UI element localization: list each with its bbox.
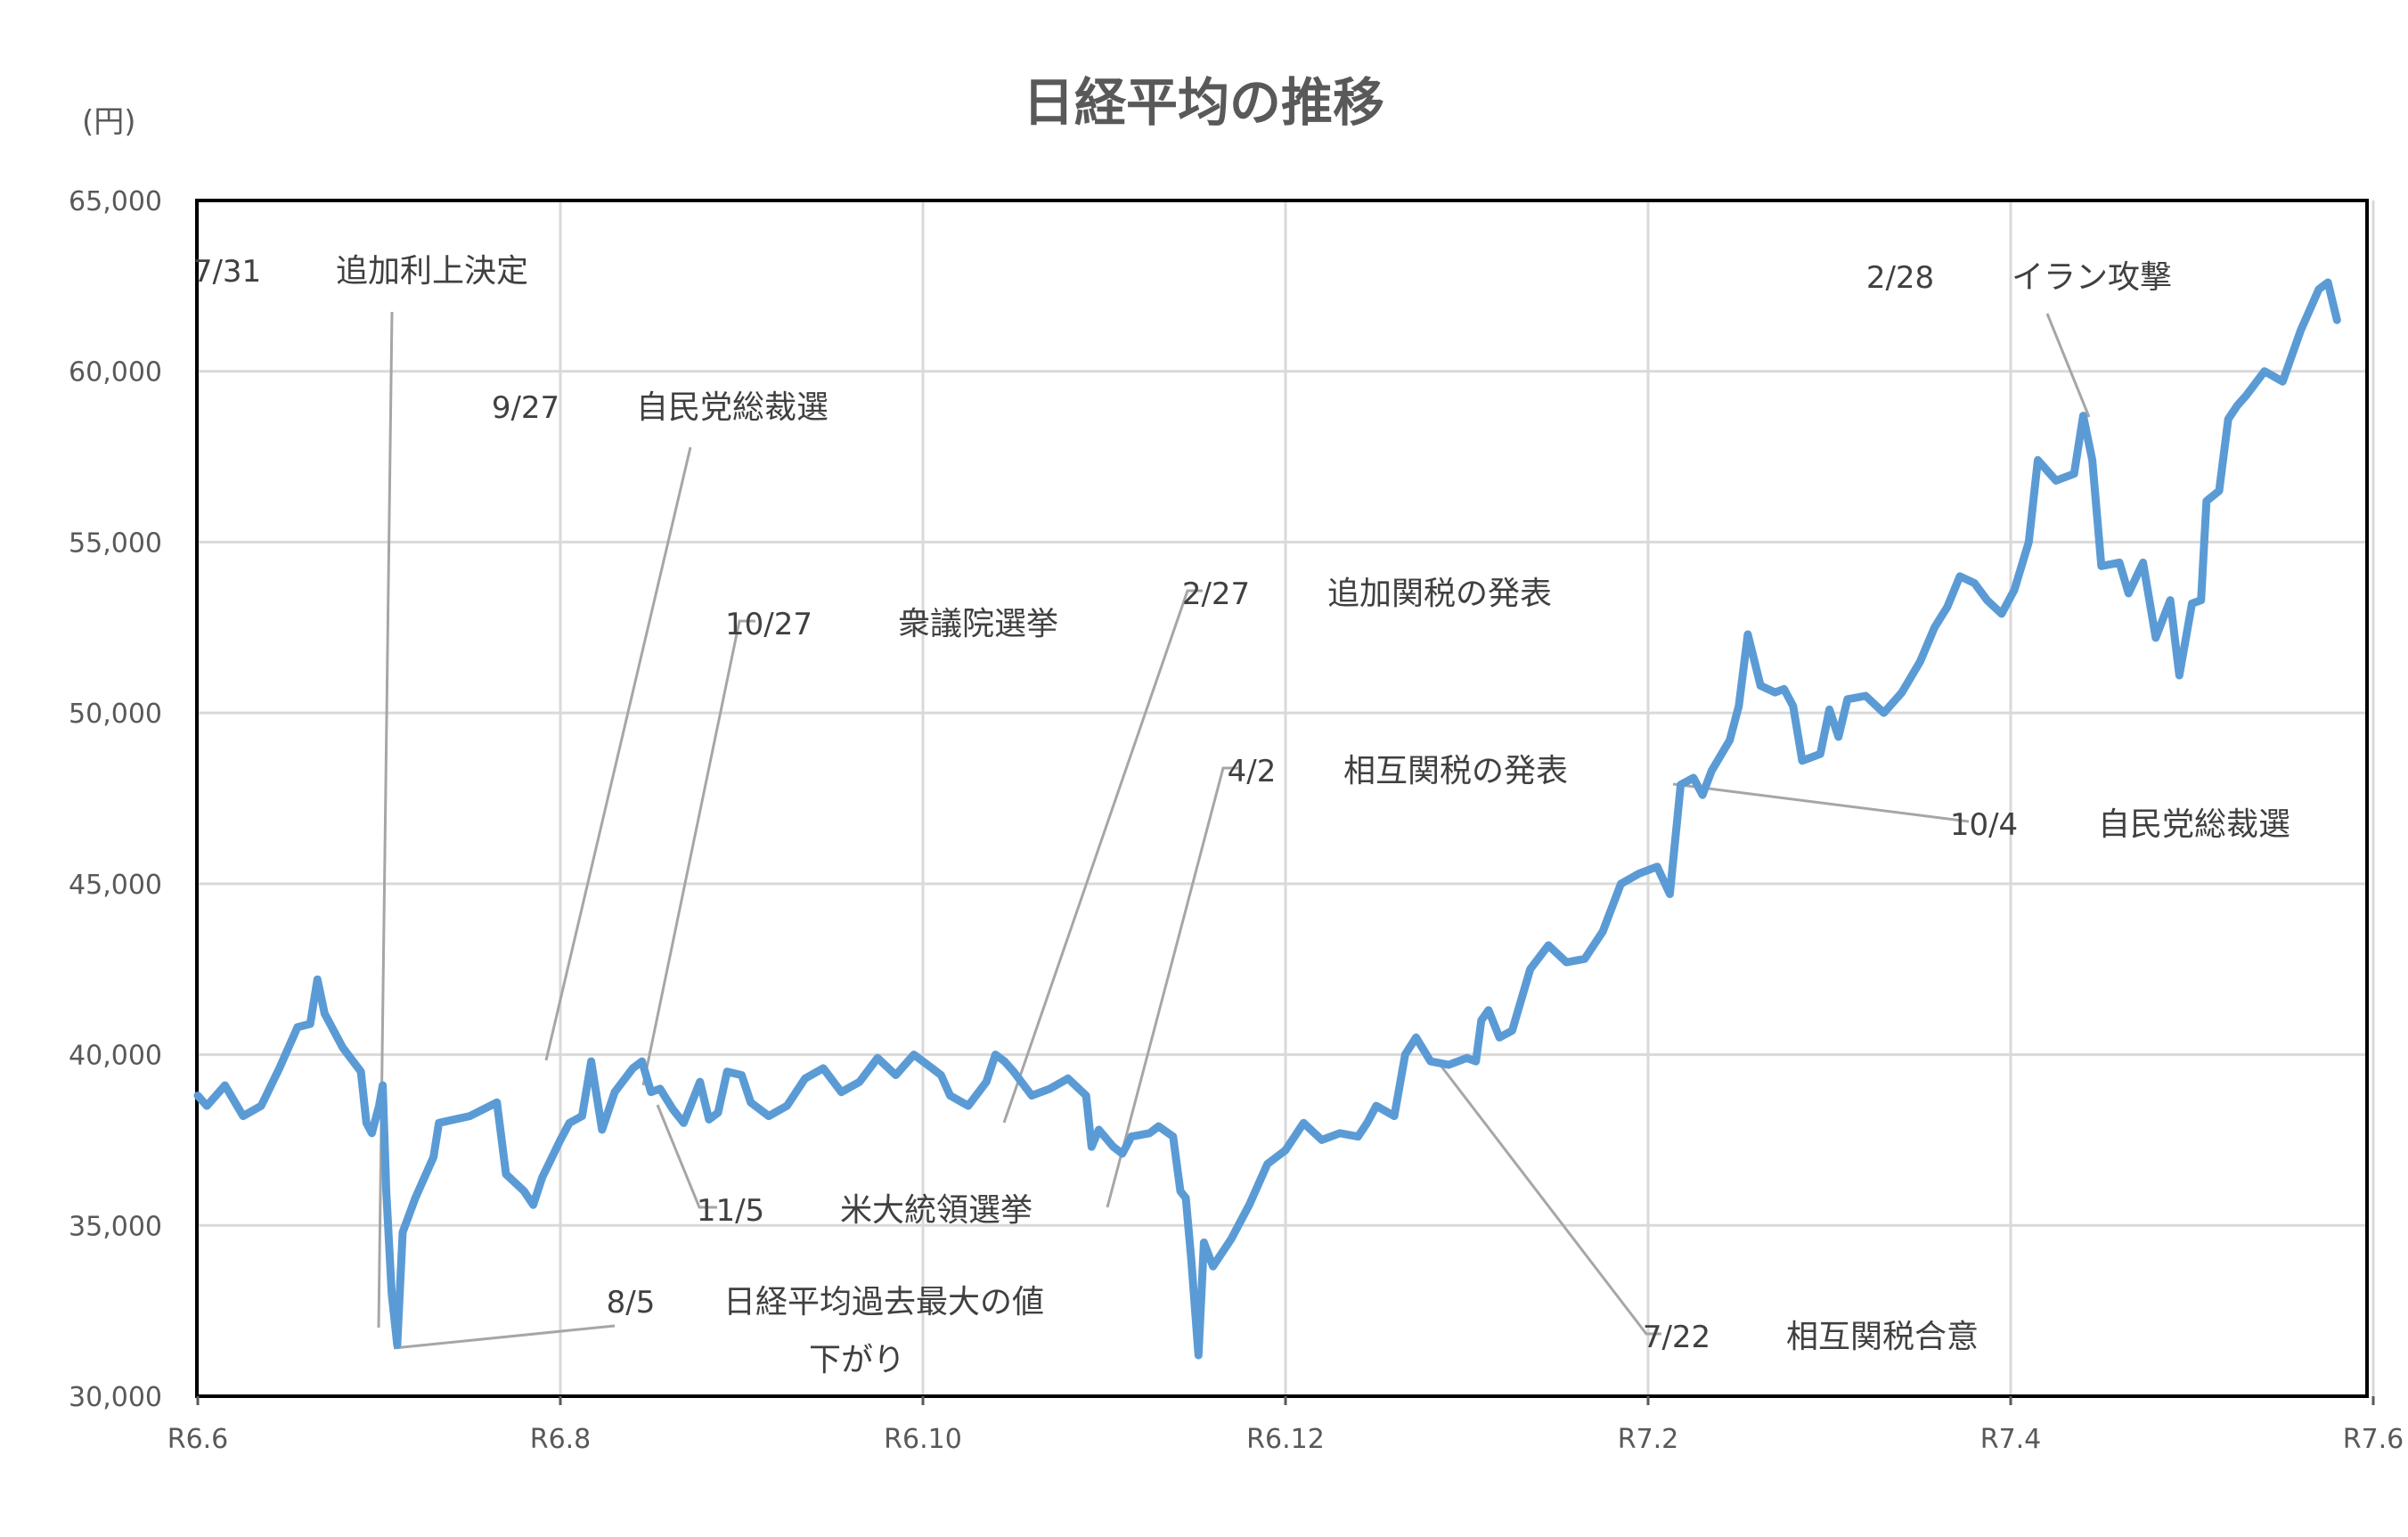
annotation-leader <box>656 1104 717 1209</box>
annotation-leader <box>544 446 692 1061</box>
annotation-text: 相互関税の発表 <box>1343 753 1568 789</box>
annotation-date: 10/4 <box>1950 807 2018 843</box>
gridlines <box>196 199 2375 1398</box>
annotation-leader <box>377 311 394 1329</box>
annotation-date: 8/5 <box>607 1285 656 1320</box>
annotation-text: 自民党総裁選 <box>636 389 829 426</box>
x-axis: R6.6R6.8R6.10R6.12R7.2R7.4R7.6R7.8R7.10R… <box>167 1396 2404 1455</box>
y-tick-label: 45,000 <box>69 870 162 901</box>
plot-area-frame <box>195 199 2369 1398</box>
annotation-leader-lines <box>377 311 2091 1350</box>
annotation-leader <box>641 619 755 1086</box>
annotation-leader <box>1002 589 1203 1124</box>
y-tick-label: 55,000 <box>69 527 162 559</box>
annotation-leader <box>1437 1062 1661 1336</box>
x-tick-label: R6.12 <box>1246 1424 1325 1455</box>
y-axis-unit: (円) <box>82 104 136 140</box>
annotation-text: 追加利上決定 <box>336 253 528 290</box>
annotation-date: 2/27 <box>1182 576 1250 612</box>
annotation-leader <box>1672 782 1970 823</box>
x-tick-label: R6.6 <box>167 1424 229 1455</box>
annotation-leader <box>1106 766 1238 1208</box>
annotation-text: 日経平均過去最大の値 <box>723 1284 1044 1320</box>
x-tick-label: R7.4 <box>1980 1424 2042 1455</box>
y-axis: 30,000 35,000 40,000 45,000 50,000 55,000 60,0… <box>69 186 162 1413</box>
x-tick-label: R7.2 <box>1618 1424 1679 1455</box>
annotation-text: 自民党総裁選 <box>2098 806 2290 843</box>
y-tick-label: 60,000 <box>69 357 162 388</box>
annotation-date: 7/22 <box>1643 1320 1710 1355</box>
annotation-date: 7/31 <box>193 254 261 290</box>
annotation-date: 10/27 <box>725 607 812 642</box>
x-tick-label: R6.8 <box>530 1424 592 1455</box>
y-tick-label: 35,000 <box>69 1211 162 1242</box>
nikkei-series-line <box>193 278 2341 1360</box>
annotation-text: 追加関税の発表 <box>1327 576 1552 612</box>
annotation-date: 9/27 <box>492 390 559 426</box>
chart-title: 日経平均の推移 <box>1023 72 1384 133</box>
annotation-text: 相互関税合意 <box>1786 1319 1979 1355</box>
y-tick-label: 30,000 <box>69 1382 162 1413</box>
x-tick-label: R6.10 <box>884 1424 962 1455</box>
series-layer <box>193 278 2341 1360</box>
annotation-leader <box>393 1324 616 1350</box>
annotation-leader <box>2045 313 2091 418</box>
annotation-text: イラン攻撃 <box>2012 259 2172 296</box>
annotation-text: 衆議院選挙 <box>898 606 1058 642</box>
y-tick-label: 50,000 <box>69 699 162 730</box>
annotation-text: 米大統領選挙 <box>840 1192 1033 1229</box>
annotation-date: 4/2 <box>1228 754 1277 789</box>
y-tick-label: 40,000 <box>69 1041 162 1072</box>
annotation-text-line2: 下がり <box>809 1342 905 1378</box>
annotation-date: 11/5 <box>697 1193 764 1229</box>
annotation-date: 2/28 <box>1866 260 1934 296</box>
x-tick-label: R7.6 <box>2343 1424 2404 1455</box>
y-tick-label: 65,000 <box>69 186 162 217</box>
